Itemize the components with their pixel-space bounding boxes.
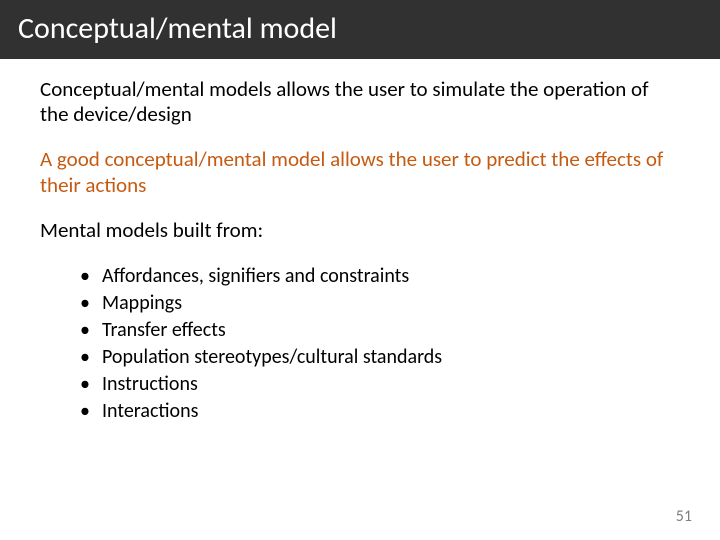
content-area: Conceptual/mental models allows the user… xyxy=(0,59,720,425)
paragraph-3: Mental models built from: xyxy=(40,218,680,243)
paragraph-1: Conceptual/mental models allows the user… xyxy=(40,77,680,127)
list-item: Affordances, signifiers and constraints xyxy=(80,263,680,290)
list-item: Transfer effects xyxy=(80,317,680,344)
list-item: Interactions xyxy=(80,398,680,425)
bullet-list: Affordances, signifiers and constraints … xyxy=(80,263,680,425)
title-bar: Conceptual/mental model xyxy=(0,0,720,59)
page-number: 51 xyxy=(676,507,692,526)
list-item: Population stereotypes/cultural standard… xyxy=(80,344,680,371)
list-item: Mappings xyxy=(80,290,680,317)
paragraph-2-highlight: A good conceptual/mental model allows th… xyxy=(40,147,680,197)
slide-title: Conceptual/mental model xyxy=(18,10,702,47)
list-item: Instructions xyxy=(80,371,680,398)
